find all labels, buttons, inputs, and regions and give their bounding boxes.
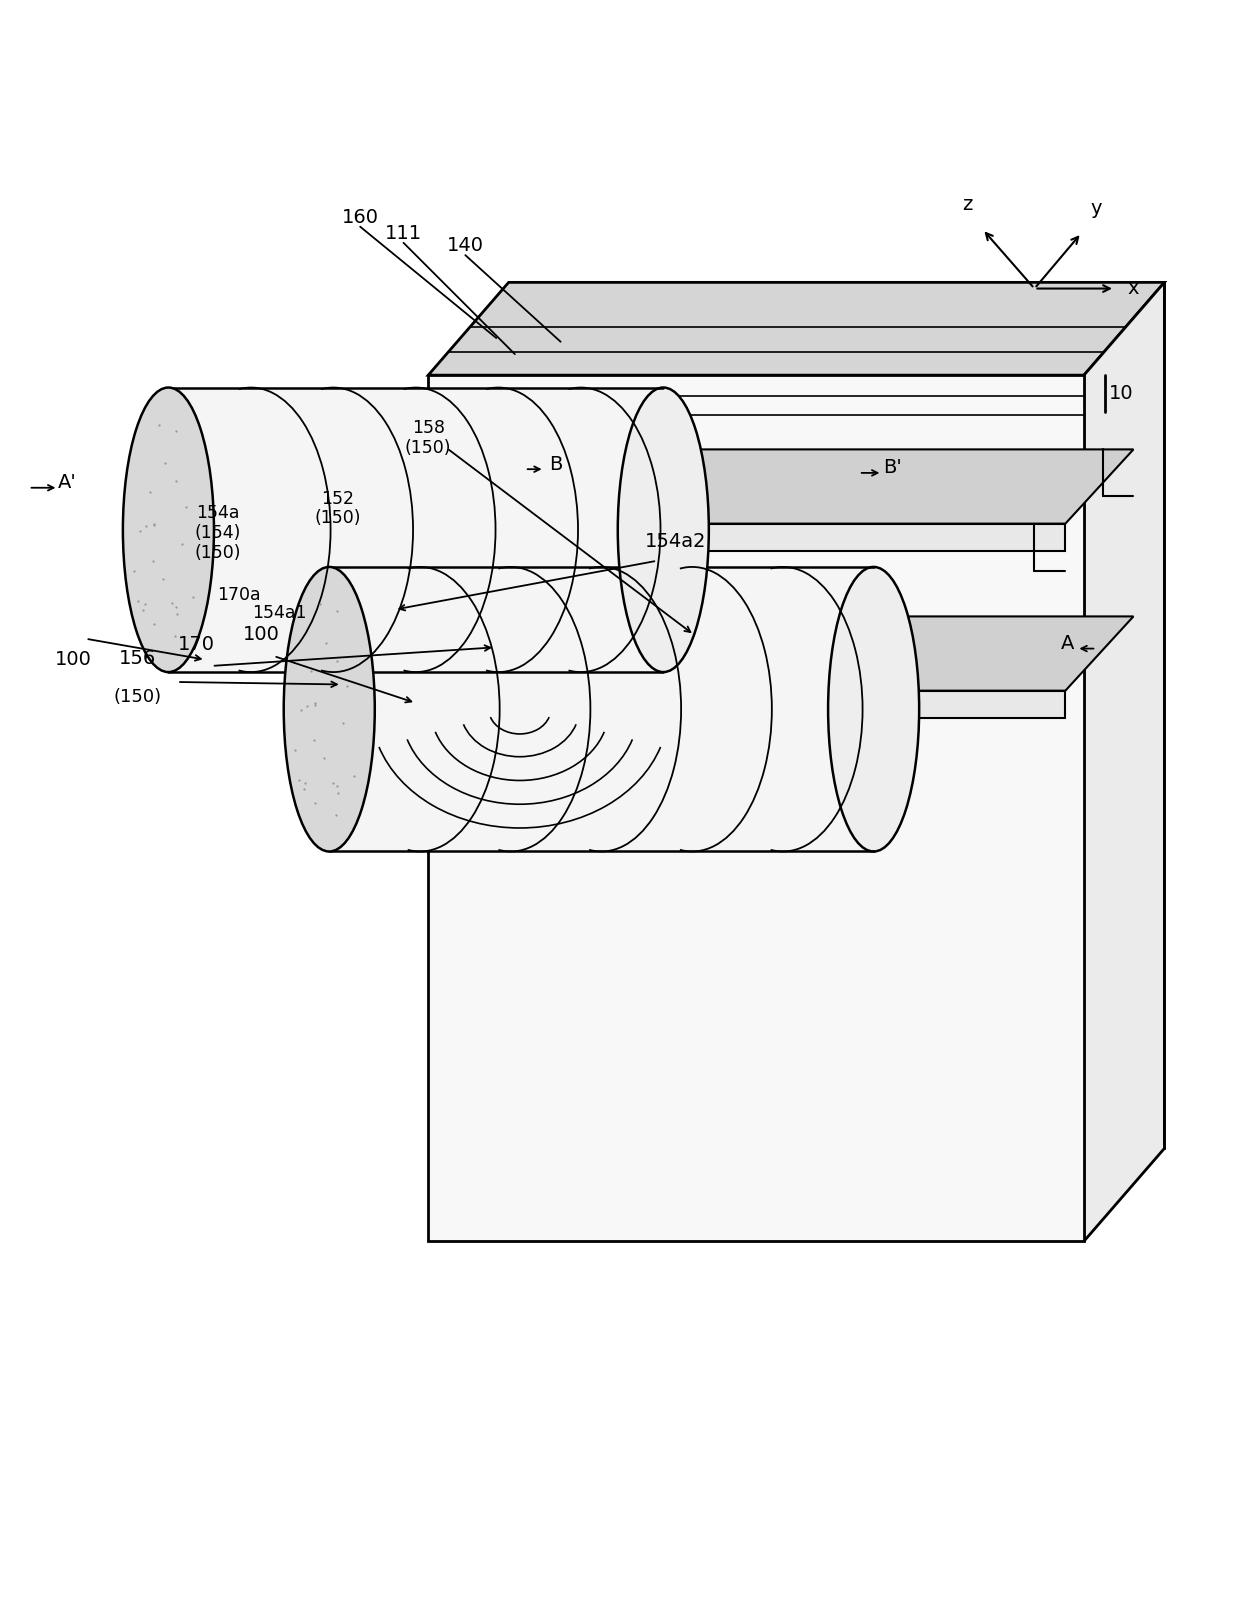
Text: 111: 111 xyxy=(384,225,422,242)
Polygon shape xyxy=(169,388,663,672)
Text: 170: 170 xyxy=(179,635,216,653)
Text: y: y xyxy=(1091,199,1102,218)
Text: B: B xyxy=(549,456,563,473)
Ellipse shape xyxy=(618,388,709,672)
Text: 160: 160 xyxy=(342,207,378,226)
Text: (150): (150) xyxy=(405,439,451,457)
Text: 156: 156 xyxy=(119,650,156,669)
Text: x: x xyxy=(1127,279,1138,298)
Text: 154a: 154a xyxy=(196,504,239,523)
Polygon shape xyxy=(446,691,1065,719)
Text: A: A xyxy=(1061,634,1075,653)
Polygon shape xyxy=(446,449,1133,523)
Text: (150): (150) xyxy=(113,688,161,706)
Polygon shape xyxy=(446,616,1133,691)
Text: A': A' xyxy=(57,473,77,492)
Text: (154): (154) xyxy=(195,525,241,542)
Polygon shape xyxy=(428,375,1084,1241)
Polygon shape xyxy=(330,566,874,852)
Text: 10: 10 xyxy=(1109,385,1133,403)
Polygon shape xyxy=(428,282,1164,375)
Text: 100: 100 xyxy=(243,624,280,643)
Text: 100: 100 xyxy=(55,650,92,669)
Ellipse shape xyxy=(284,566,374,852)
Text: (150): (150) xyxy=(315,510,361,528)
Polygon shape xyxy=(446,523,1065,550)
Polygon shape xyxy=(508,282,1164,1148)
Text: 140: 140 xyxy=(446,236,484,255)
Text: B': B' xyxy=(883,459,901,478)
Text: 154a1: 154a1 xyxy=(253,603,308,622)
Ellipse shape xyxy=(828,566,919,852)
Text: 158: 158 xyxy=(412,419,445,436)
Text: (150): (150) xyxy=(195,544,241,561)
Text: 152: 152 xyxy=(321,489,355,507)
Text: z: z xyxy=(962,196,973,215)
Polygon shape xyxy=(1084,282,1164,1241)
Text: 170a: 170a xyxy=(217,587,260,605)
Text: 154a2: 154a2 xyxy=(645,533,707,550)
Ellipse shape xyxy=(123,388,215,672)
